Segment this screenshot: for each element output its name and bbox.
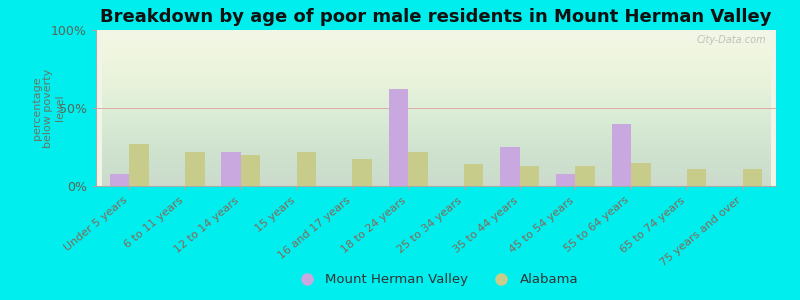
Bar bbox=[575, 166, 595, 186]
Bar bbox=[631, 163, 650, 186]
Bar bbox=[611, 124, 631, 186]
Bar bbox=[241, 155, 261, 186]
Legend: Mount Herman Valley, Alabama: Mount Herman Valley, Alabama bbox=[288, 268, 584, 292]
Text: City-Data.com: City-Data.com bbox=[696, 35, 766, 45]
Y-axis label: percentage
below poverty
level: percentage below poverty level bbox=[32, 68, 65, 148]
Bar bbox=[352, 160, 372, 186]
Bar bbox=[408, 152, 428, 186]
Bar bbox=[500, 147, 520, 186]
Bar bbox=[130, 144, 149, 186]
Title: Breakdown by age of poor male residents in Mount Herman Valley: Breakdown by age of poor male residents … bbox=[100, 8, 772, 26]
Bar bbox=[464, 164, 483, 186]
Bar bbox=[297, 152, 316, 186]
Bar bbox=[687, 169, 706, 186]
Bar bbox=[389, 89, 408, 186]
Bar bbox=[556, 173, 575, 186]
Bar bbox=[520, 166, 539, 186]
Bar bbox=[185, 152, 205, 186]
Bar bbox=[110, 173, 130, 186]
Bar bbox=[222, 152, 241, 186]
Bar bbox=[742, 169, 762, 186]
